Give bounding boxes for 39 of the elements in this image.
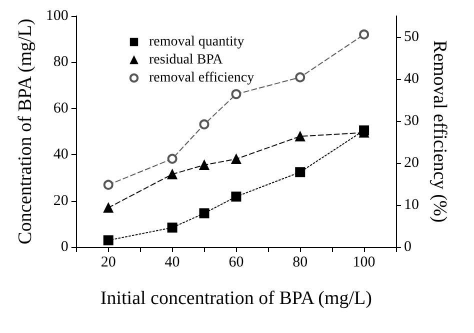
y-tick-label: 60 (53, 100, 68, 116)
point (167, 154, 178, 164)
y2-tick-label: 20 (404, 155, 419, 171)
x-tick-label: 40 (164, 254, 180, 270)
y-tick-label: 0 (60, 239, 68, 255)
point (103, 180, 114, 190)
y2-tick-label: 50 (404, 29, 419, 45)
legend-label: residual BPA (149, 52, 224, 68)
y-tick-label: 20 (53, 192, 68, 209)
point (103, 202, 114, 213)
x-tick-label: 80 (292, 254, 308, 270)
point (359, 29, 370, 40)
legend-label: removal quantity (149, 34, 244, 50)
point (199, 119, 210, 130)
point (167, 169, 178, 180)
point (231, 154, 242, 164)
point (295, 72, 306, 82)
point (167, 222, 178, 233)
y-tick-label: 80 (53, 54, 68, 70)
y-tick-label: 40 (53, 146, 68, 163)
point (103, 235, 114, 246)
x-tick-label: 60 (228, 254, 244, 270)
y2-tick-label: 40 (404, 71, 419, 87)
y2-tick-label: 10 (404, 197, 419, 213)
y2-axis-title: Removal efficiency (%) (428, 40, 450, 223)
x-tick-label: 100 (352, 254, 376, 270)
point (199, 208, 210, 218)
y2-tick-label: 0 (404, 239, 412, 255)
y-tick-label: 100 (46, 8, 68, 24)
x-tick-label: 20 (100, 254, 116, 270)
point (199, 160, 210, 170)
legend-label: removal efficiency (149, 70, 254, 86)
point (295, 131, 306, 142)
point (231, 192, 242, 202)
y2-tick-label: 30 (404, 113, 419, 129)
x-axis-title: Initial concentration of BPA (mg/L) (100, 288, 372, 309)
y-axis-title: Concentration of BPA (mg/L) (15, 18, 36, 244)
point (295, 167, 306, 178)
point (231, 89, 242, 100)
